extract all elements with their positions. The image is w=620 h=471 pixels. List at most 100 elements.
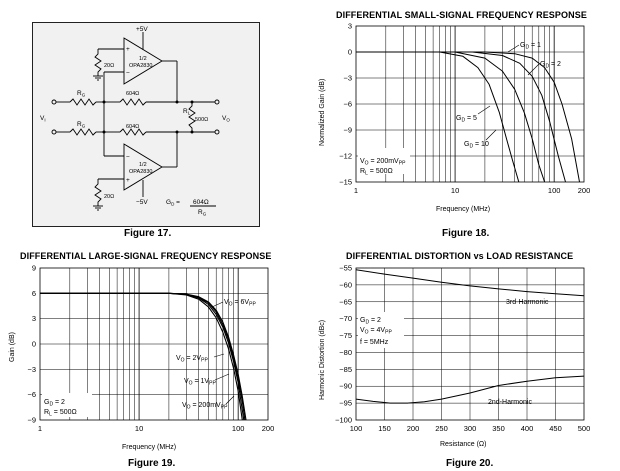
svg-text:VO = 4VPP: VO = 4VPP: [360, 327, 392, 336]
fig18-gd1-pointer: [507, 44, 520, 53]
fig19-gd-tail: = 2: [53, 399, 65, 406]
svg-text:VO = 1VPP: VO = 1VPP: [184, 378, 216, 387]
fig19-xlabel: Frequency (MHz): [122, 444, 176, 451]
svg-text:RG: RG: [77, 90, 86, 98]
fig19-ytick: 9: [32, 264, 36, 273]
fig19-vo6-tail: = 6V: [233, 299, 250, 306]
svg-text:RL: RL: [183, 108, 191, 116]
fig19-vo2-v: V: [176, 355, 181, 362]
fig18-series-line-3: [356, 51, 546, 182]
fig19-vo200-tail: = 200mV: [191, 402, 221, 409]
fig18-ytick: −12: [339, 152, 352, 161]
fig20-h2-label: 2nd-Harmonic: [488, 399, 532, 406]
rf-top-value: 604Ω: [126, 91, 139, 97]
fig18-gd1-g: G: [520, 42, 525, 49]
gain-eq-denominator: R: [198, 209, 203, 216]
fig18-vo-pp: PP: [399, 161, 406, 167]
fig18-series-line-2: [356, 51, 566, 182]
fig18-ylabel: Normalized Gain (dB): [319, 79, 326, 146]
fig19-vo1-pp: PP: [209, 381, 216, 387]
fig19-gd-g: G: [44, 399, 49, 406]
svg-text:VO = 200mVPP: VO = 200mVPP: [360, 158, 406, 167]
fig18-ytick: −15: [339, 178, 352, 187]
fig18-vo-tail: = 200mV: [369, 158, 399, 165]
fig20-xtick: 300: [464, 424, 477, 433]
fig20-ytick: −55: [339, 264, 352, 273]
fig18-vo-sub: O: [365, 161, 369, 167]
svg-text:VO = 6VPP: VO = 6VPP: [224, 299, 256, 308]
fig19-ticks: 9 6 3 0 −3 −6 −91 10 100 200: [27, 264, 274, 434]
opamp-top-plus: +: [126, 46, 130, 53]
fig19-vo1-pointer: [214, 373, 230, 381]
fig19-ytick: 3: [32, 314, 36, 323]
fig20-frame: [355, 267, 585, 421]
fig19-ytick: −6: [27, 390, 36, 399]
figure-20-caption: Figure 20.: [446, 458, 494, 469]
rg-bottom-sub: G: [82, 124, 86, 129]
svg-text:VO: VO: [222, 115, 230, 123]
schematic-panel: [32, 22, 260, 227]
fig19-vo1-sub: O: [189, 381, 193, 387]
fig18-gd2-sub: D: [545, 64, 549, 70]
fig19-rl-sub: L: [49, 412, 52, 418]
rg-top-label: R: [77, 90, 82, 97]
fig20-vo-pp: PP: [385, 330, 392, 336]
fig20-ytick: −75: [339, 331, 352, 340]
fig18-xtick: 1: [354, 186, 358, 195]
fig18-gd5-pointer: [477, 105, 491, 115]
fig18-ticks: 3 0 −3 −6 −9 −12 −151 10 100 200: [339, 22, 590, 196]
fig20-xtick: 150: [378, 424, 391, 433]
fig20-series: [356, 269, 584, 404]
fig20-ytick: −100: [335, 416, 352, 425]
fig20-series-line-1: [356, 269, 584, 297]
fig20-legend-bg: [358, 312, 404, 348]
vo-label: V: [222, 115, 227, 122]
fig18-gd5-g: G: [456, 115, 461, 122]
svg-text:GD = 10: GD = 10: [464, 141, 489, 150]
fig20-freq: f = 5MHz: [360, 339, 389, 346]
opamp-bottom-name: OPA2830: [129, 169, 152, 175]
fig19-xtick: 200: [262, 424, 275, 433]
fig18-gd10-sub: D: [469, 144, 473, 150]
svg-text:RG: RG: [77, 121, 86, 129]
rf-bottom-value: 604Ω: [126, 124, 139, 130]
fig19-rl-r: R: [44, 409, 49, 416]
fig18-gd10-pointer: [485, 129, 497, 141]
fig19-ytick: 0: [32, 340, 36, 349]
fig18-series-line-4: [356, 51, 520, 182]
fig19-vo6-pointer: [211, 301, 224, 308]
rg-bottom-resistor: [69, 128, 97, 136]
svg-text:RL = 500Ω: RL = 500Ω: [360, 168, 393, 177]
svg-text:VO = 200mVPP: VO = 200mVPP: [182, 402, 228, 411]
fig20-grid: [356, 268, 584, 420]
fig20-vo-sub: O: [365, 330, 369, 336]
fig18-gd1-sub: D: [525, 45, 529, 51]
fig18-xlabel: Frequency (MHz): [436, 206, 490, 213]
fig19-vo2-tail: = 2V: [185, 355, 202, 362]
svg-text:VI: VI: [40, 115, 46, 123]
fig18-series-line-1: [356, 51, 580, 182]
fig19-vo200-pp: PP: [221, 405, 228, 411]
opamp-bottom-plus: +: [126, 177, 130, 184]
rbias-top-value: 20Ω: [104, 63, 114, 69]
fig20-ytick: −95: [339, 399, 352, 408]
svg-text:GD = 2: GD = 2: [360, 317, 381, 326]
svg-text:RL = 500Ω: RL = 500Ω: [44, 409, 77, 418]
fig20-ytick: −80: [339, 348, 352, 357]
fig19-ytick: −3: [27, 365, 36, 374]
vplus-label: +5V: [136, 26, 148, 33]
fig20-ylabel: Harmonic Distortion (dBc): [319, 320, 326, 400]
gain-eq-sub: D: [171, 202, 175, 207]
fig18-gd2-g: G: [540, 61, 545, 68]
rbias-bottom-value: 20Ω: [104, 194, 114, 200]
fig18-ytick: −6: [343, 100, 352, 109]
svg-text:VO = 2VPP: VO = 2VPP: [176, 355, 208, 364]
svg-text:RG: RG: [198, 209, 207, 217]
rl-label: R: [183, 108, 188, 115]
fig19-gd-sub: D: [49, 402, 53, 408]
fig19-xtick: 1: [38, 424, 42, 433]
fig18-xtick: 100: [548, 186, 561, 195]
fig20-xtick: 350: [492, 424, 505, 433]
fig19-legend-bg: [42, 393, 92, 417]
